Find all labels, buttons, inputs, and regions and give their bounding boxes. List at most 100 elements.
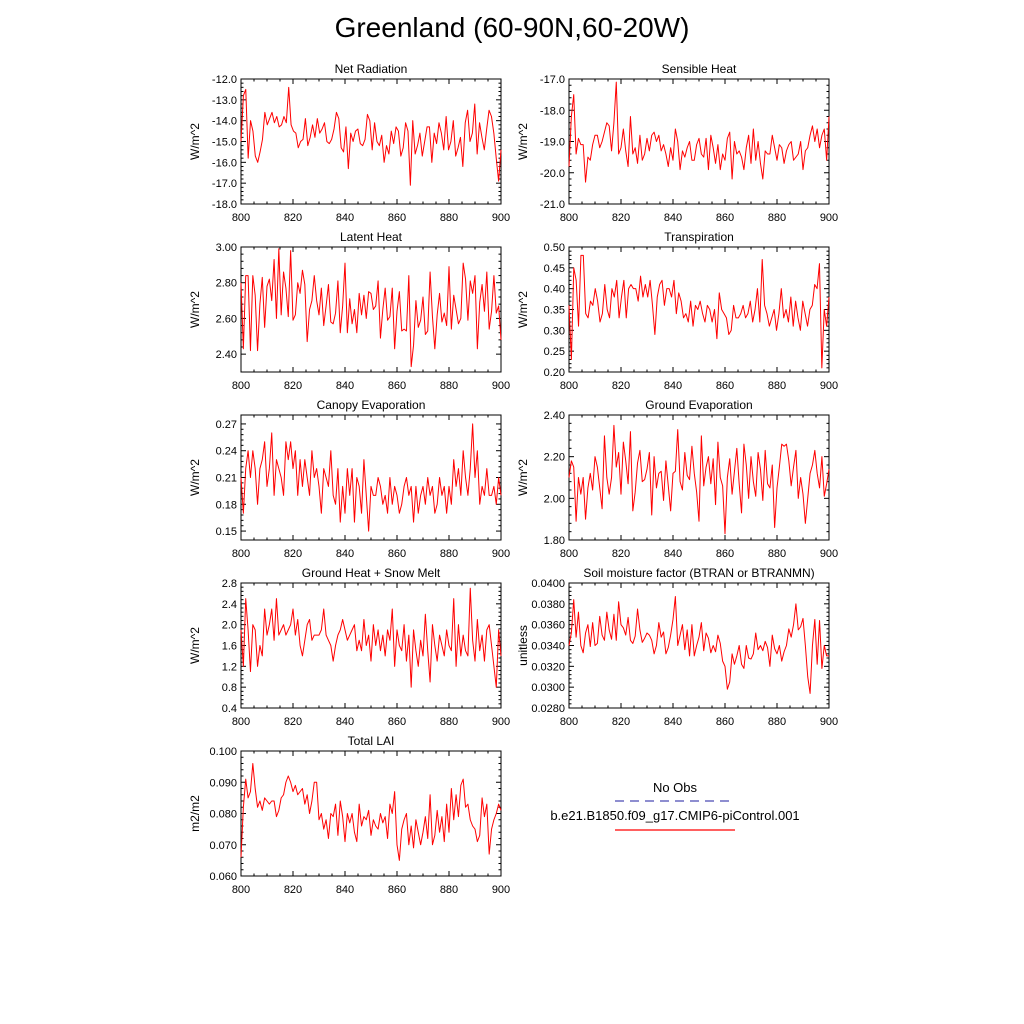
x-tick-label: 880 [440,548,458,560]
y-tick-label: 1.80 [544,535,565,547]
x-tick-label: 820 [284,380,302,392]
series-line [568,424,830,535]
x-tick-label: 840 [664,380,682,392]
y-tick-label: 2.40 [544,410,565,422]
plot-frame [240,750,502,877]
x-tick-label: 900 [820,716,838,728]
panel-0: 800 820 840 860 880 900 -18.0 -17.0 -16.0 -15.0 -1… [188,62,510,224]
x-tick-label: 800 [560,548,578,560]
panel-title: Net Radiation [335,62,408,76]
y-tick-label: 0.0380 [531,599,565,611]
y-tick-label: 2.0 [222,620,237,632]
x-tick-label: 880 [440,380,458,392]
x-tick-label: 900 [492,548,510,560]
x-tick-label: 820 [612,716,630,728]
x-tick-label: 800 [232,380,250,392]
x-tick-label: 800 [232,548,250,560]
x-tick-label: 840 [664,716,682,728]
y-tick-label: 0.100 [209,746,237,758]
y-axis-label: W/m^2 [516,291,530,328]
y-tick-label: 0.0300 [531,682,565,694]
series-line [568,254,830,369]
x-tick-label: 880 [440,212,458,224]
y-tick-label: 0.070 [209,840,237,852]
y-tick-label: -16.0 [212,157,237,169]
x-tick-label: 820 [612,380,630,392]
x-tick-label: 840 [664,212,682,224]
y-tick-label: 0.21 [216,473,237,485]
y-tick-label: 0.060 [209,871,237,883]
y-axis-label: m2/m2 [188,795,202,832]
panel-5: 800 820 840 860 880 900 1.80 2.00 2.20 2.40 Ground… [516,398,838,560]
panel-7: 800 820 840 860 880 900 0.0280 0.0300 0.0320 0.03… [516,566,838,728]
y-tick-label: 2.20 [544,452,565,464]
plot-frame [240,78,502,205]
series-line [240,86,502,186]
panel-8: 800 820 840 860 880 900 0.060 0.070 0.080 0.090 0.… [188,734,510,896]
x-tick-label: 880 [768,380,786,392]
x-tick-label: 860 [388,716,406,728]
legend-label-model: b.e21.B1850.f09_g17.CMIP6-piControl.001 [550,808,799,823]
panel-title: Ground Evaporation [645,398,752,412]
y-tick-label: 0.8 [222,682,237,694]
panel-title: Ground Heat + Snow Melt [302,566,441,580]
series-line [568,81,830,183]
x-tick-label: 900 [492,380,510,392]
panel-title: Latent Heat [340,230,403,244]
legend: No Obs b.e21.B1850.f09_g17.CMIP6-piContr… [550,780,800,831]
y-axis-label: W/m^2 [516,459,530,496]
chart-panels: 800 820 840 860 880 900 -18.0 -17.0 -16.0 -15.0 -1… [188,62,838,896]
panel-title: Soil moisture factor (BTRAN or BTRANMN) [583,566,814,580]
plot-frame [240,246,502,373]
y-tick-label: 2.8 [222,578,237,590]
panel-title: Transpiration [664,230,734,244]
x-tick-label: 820 [612,548,630,560]
x-tick-label: 840 [664,548,682,560]
y-tick-label: 0.40 [544,284,565,296]
y-tick-label: 0.0400 [531,578,565,590]
x-tick-label: 800 [232,716,250,728]
y-axis-label: W/m^2 [516,123,530,160]
y-tick-label: -18.0 [212,199,237,211]
x-tick-label: 840 [336,548,354,560]
y-tick-label: 3.00 [216,242,237,254]
x-tick-label: 840 [336,212,354,224]
y-tick-label: -21.0 [540,199,565,211]
x-tick-label: 820 [284,548,302,560]
y-tick-label: 0.15 [216,526,237,538]
x-tick-label: 880 [440,884,458,896]
y-tick-label: 0.25 [544,346,565,358]
x-tick-label: 860 [388,884,406,896]
x-tick-label: 860 [716,716,734,728]
series-line [240,248,502,368]
y-tick-label: 0.27 [216,419,237,431]
y-tick-label: -13.0 [212,95,237,107]
y-axis-label: unitless [516,625,530,666]
x-tick-label: 880 [768,716,786,728]
y-tick-label: 0.24 [216,446,237,458]
y-tick-label: 0.45 [544,263,565,275]
y-tick-label: 0.090 [209,777,237,789]
y-tick-label: 0.0340 [531,641,565,653]
y-axis-label: W/m^2 [188,459,202,496]
panel-title: Canopy Evaporation [317,398,426,412]
y-axis-label: W/m^2 [188,291,202,328]
x-tick-label: 900 [492,716,510,728]
y-tick-label: 2.00 [544,493,565,505]
x-tick-label: 900 [492,884,510,896]
panel-3: 800 820 840 860 880 900 0.20 0.25 0.30 0.35 0.40 0.… [516,230,838,392]
series-line [568,596,829,694]
y-tick-label: -12.0 [212,74,237,86]
x-tick-label: 860 [716,212,734,224]
x-tick-label: 860 [388,380,406,392]
y-tick-label: -20.0 [540,168,565,180]
x-tick-label: 840 [336,884,354,896]
x-tick-label: 900 [492,212,510,224]
x-tick-label: 800 [232,212,250,224]
y-tick-label: 0.18 [216,499,237,511]
y-tick-label: 2.4 [222,599,237,611]
panel-1: 800 820 840 860 880 900 -21.0 -20.0 -19.0 -18.0 -1… [516,62,838,224]
x-tick-label: 900 [820,380,838,392]
x-tick-label: 800 [232,884,250,896]
y-tick-label: 0.0360 [531,620,565,632]
